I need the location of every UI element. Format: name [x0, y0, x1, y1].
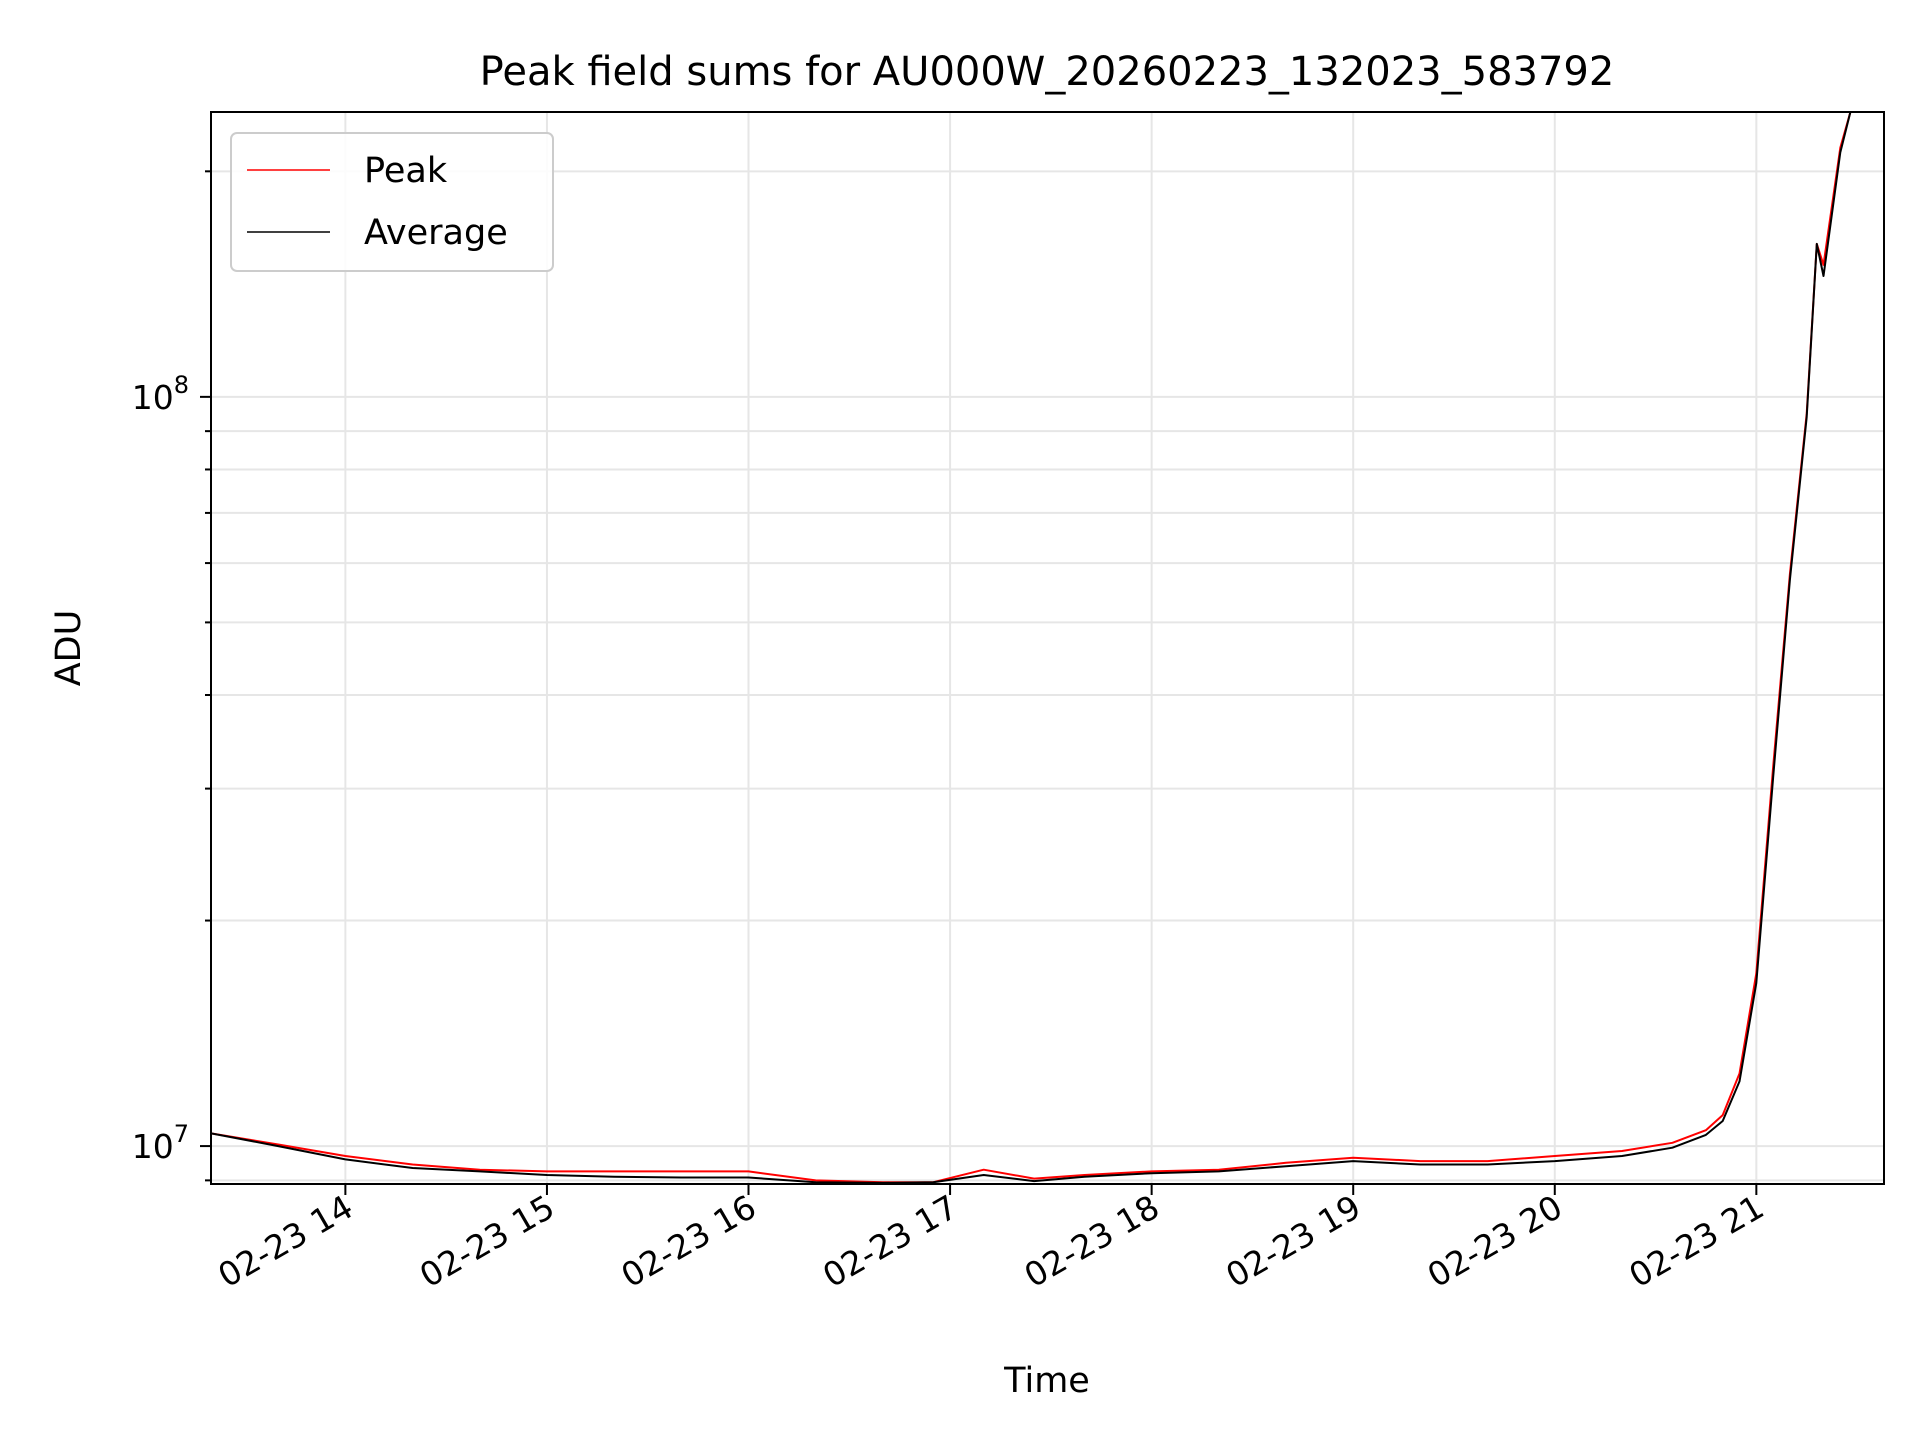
data-point-peak — [1033, 1177, 1035, 1180]
data-point-peak — [1352, 1157, 1354, 1159]
data-point-average — [1621, 1155, 1623, 1157]
data-point-average — [983, 1174, 985, 1176]
data-point-average — [815, 1181, 817, 1183]
data-point-average — [1033, 1180, 1035, 1182]
data-point-average — [1083, 1176, 1086, 1178]
data-point-average — [1419, 1163, 1421, 1166]
data-point-average — [546, 1174, 548, 1176]
data-point-average — [1554, 1160, 1556, 1162]
data-point-peak — [546, 1170, 548, 1173]
data-point-average — [1285, 1165, 1287, 1167]
data-point-peak — [1285, 1162, 1287, 1164]
data-point-peak — [1621, 1150, 1623, 1152]
data-point-peak — [1554, 1155, 1556, 1157]
data-point-average — [1705, 1134, 1707, 1136]
data-point-average — [1839, 151, 1841, 153]
data-point-average — [1671, 1147, 1673, 1149]
data-point-average — [344, 1158, 346, 1160]
data-point-peak — [1218, 1169, 1220, 1171]
data-point-average — [680, 1176, 682, 1179]
legend-label-peak: Peak — [364, 151, 448, 191]
data-point-peak — [1486, 1160, 1489, 1162]
legend: Peak Average — [230, 132, 554, 272]
data-point-peak — [1083, 1174, 1086, 1176]
data-point-average — [411, 1167, 414, 1169]
data-point-average — [747, 1176, 750, 1179]
series-layer — [211, 112, 1852, 1184]
data-point-average — [932, 1181, 934, 1183]
data-point-average — [1789, 579, 1791, 581]
data-point-peak — [680, 1170, 682, 1173]
data-point-average — [1738, 1080, 1741, 1082]
data-point-average — [1151, 1172, 1153, 1174]
data-point-peak — [1822, 264, 1825, 266]
legend-box — [230, 132, 554, 272]
data-point-average — [1486, 1163, 1489, 1166]
data-point-average — [1218, 1170, 1220, 1173]
plot-frame — [210, 111, 1885, 1185]
data-point-peak — [479, 1169, 481, 1171]
data-point-peak — [1671, 1142, 1673, 1144]
x-axis-label: Time — [1003, 1361, 1090, 1401]
data-point-peak — [747, 1170, 750, 1173]
data-point-peak — [613, 1170, 615, 1173]
data-point-peak — [1705, 1129, 1707, 1131]
legend-label-average: Average — [364, 213, 508, 253]
data-point-peak — [815, 1179, 817, 1181]
data-point-average — [1352, 1160, 1354, 1162]
y-tick-label: 107 — [132, 1120, 189, 1166]
y-tick-label: 108 — [132, 371, 189, 417]
data-point-peak — [983, 1169, 985, 1171]
data-point-average — [1816, 243, 1818, 245]
grid-lines — [211, 112, 1884, 1184]
y-axis-label: ADU — [49, 610, 89, 687]
data-point-average — [1822, 275, 1825, 277]
chart-title: Peak field sums for AU000W_20260223_1320… — [480, 49, 1615, 95]
data-point-average — [1772, 777, 1774, 779]
data-point-peak — [1722, 1114, 1724, 1116]
data-point-peak — [277, 1143, 279, 1146]
data-point-average — [1755, 982, 1757, 984]
data-point-average — [1806, 416, 1808, 418]
data-point-peak — [344, 1155, 346, 1157]
data-point-average — [613, 1176, 615, 1178]
data-point-peak — [411, 1163, 414, 1166]
data-point-average — [277, 1145, 279, 1147]
data-point-average — [479, 1170, 481, 1173]
data-point-average — [1722, 1120, 1724, 1122]
data-point-peak — [1151, 1170, 1153, 1173]
data-point-peak — [1419, 1160, 1421, 1162]
